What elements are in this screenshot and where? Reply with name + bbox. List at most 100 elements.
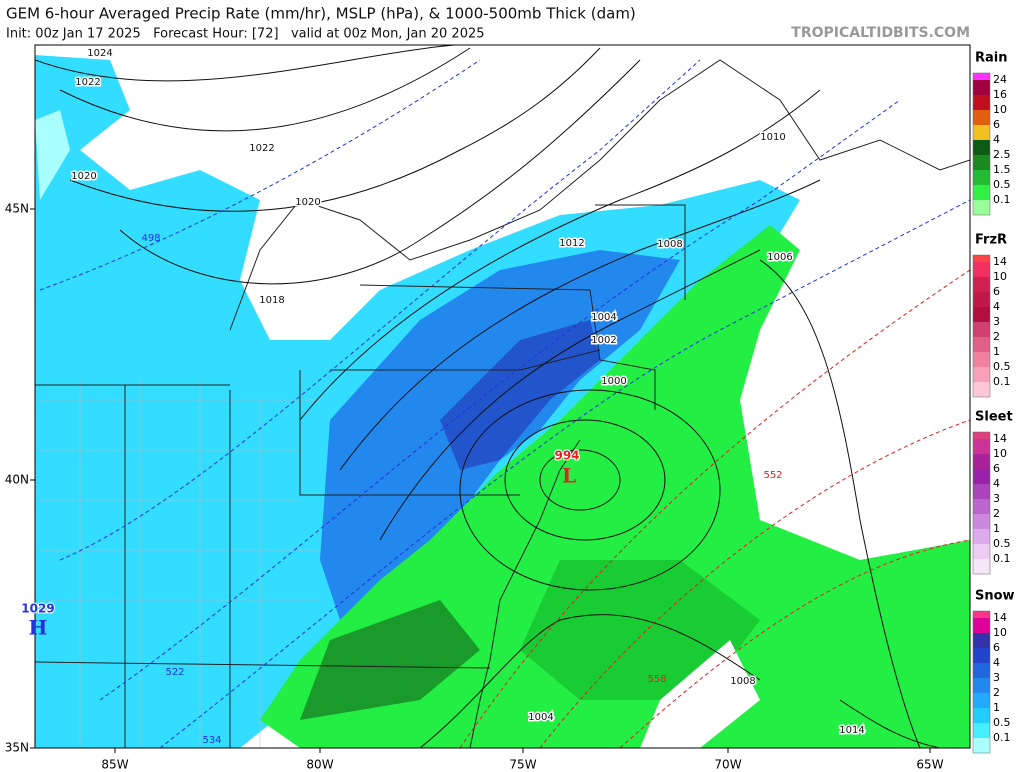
legend-swatch (973, 95, 990, 110)
isobar-label: 1012 (559, 238, 584, 249)
legend-swatch (973, 307, 990, 322)
legend-label: 6 (993, 285, 1000, 298)
legend-swatch (973, 432, 990, 439)
isobar-label: 1022 (249, 143, 274, 154)
legend-label: 0.5 (993, 360, 1011, 373)
isobar-label: 1022 (75, 77, 100, 88)
low-letter: L (562, 464, 576, 488)
isobar-label: 1002 (591, 335, 616, 346)
legend-swatch (973, 277, 990, 292)
isobar-label: 1006 (767, 252, 792, 263)
legend-label: 10 (993, 447, 1007, 460)
legend-bar-outline (972, 72, 991, 216)
legend-swatch (973, 80, 990, 95)
legend-swatch (973, 633, 990, 648)
legend-swatch (973, 663, 990, 678)
legend-swatch (973, 200, 990, 215)
legend-label: 6 (993, 118, 1000, 131)
legend-swatch (973, 454, 990, 469)
map (34, 44, 971, 749)
isobar-label: 1004 (528, 712, 553, 723)
isobar-label: 1024 (87, 48, 112, 59)
legend-swatch (973, 708, 990, 723)
legend-label: 24 (993, 73, 1007, 86)
thickness-label: 552 (763, 470, 782, 481)
legend-label: 2.5 (993, 148, 1011, 161)
legend-swatch (973, 559, 990, 574)
legend-label: 1 (993, 522, 1000, 535)
legend-title: FrzR (975, 233, 1007, 248)
lon-label: 65W (916, 758, 943, 772)
legend-swatch (973, 678, 990, 693)
isobar-label: 1014 (839, 725, 864, 736)
legend-swatch (973, 125, 990, 140)
legend-bar-outline (972, 610, 991, 754)
legend-label: 0.1 (993, 375, 1011, 388)
lat-label: 35N (5, 741, 29, 755)
legend-label: 2 (993, 330, 1000, 343)
watermark: TROPICALTIDBITS.COM (791, 25, 970, 41)
legend-swatch (973, 155, 990, 170)
legend-label: 0.1 (993, 193, 1011, 206)
legend-swatch (973, 469, 990, 484)
legend-label: 6 (993, 641, 1000, 654)
legend-swatch (973, 618, 990, 633)
isobar-label: 1018 (259, 295, 284, 306)
legend-label: 4 (993, 656, 1000, 669)
legend-swatch (973, 292, 990, 307)
lon-label: 80W (306, 758, 333, 772)
legend-swatch (973, 544, 990, 559)
legend-label: 4 (993, 477, 1000, 490)
legend-swatch (973, 648, 990, 663)
lon-label: 75W (509, 758, 536, 772)
legend-label: 0.5 (993, 178, 1011, 191)
legend-label: 4 (993, 133, 1000, 146)
legend-swatch (973, 337, 990, 352)
legend-swatch (973, 255, 990, 262)
legend-label: 14 (993, 255, 1007, 268)
isobar-label: 1020 (295, 197, 320, 208)
legend-label: 3 (993, 315, 1000, 328)
lon-label: 85W (101, 758, 128, 772)
legend-title: Rain (975, 51, 1008, 66)
legend-label: 1.5 (993, 163, 1011, 176)
legend-swatch (973, 170, 990, 185)
legend-label: 0.5 (993, 537, 1011, 550)
legend-label: 3 (993, 492, 1000, 505)
legend-swatch (973, 185, 990, 200)
legend-swatch (973, 73, 990, 80)
legend-swatch (973, 484, 990, 499)
thickness-label: 558 (647, 674, 666, 685)
isobar-label: 1008 (730, 676, 755, 687)
low-pressure: 994 (554, 449, 579, 463)
legend-bar-outline (972, 254, 991, 398)
legend-label: 2 (993, 686, 1000, 699)
lon-label: 70W (714, 758, 741, 772)
legend-label: 14 (993, 611, 1007, 624)
legend-label: 1 (993, 345, 1000, 358)
legend-title: Sleet (975, 410, 1013, 425)
legend-label: 14 (993, 432, 1007, 445)
isobar-label: 1004 (591, 312, 616, 323)
legend-swatch (973, 382, 990, 397)
subtitle: Init: 00z Jan 17 2025 Forecast Hour: [72… (6, 27, 485, 42)
thickness-label: 522 (165, 667, 184, 678)
legend-swatch (973, 110, 990, 125)
legend-label: 10 (993, 103, 1007, 116)
legend-label: 10 (993, 626, 1007, 639)
legend-label: 3 (993, 671, 1000, 684)
legend-label: 1 (993, 701, 1000, 714)
legend-swatch (973, 723, 990, 738)
legend-swatch (973, 439, 990, 454)
legend-label: 6 (993, 462, 1000, 475)
high-letter: H (29, 616, 48, 640)
legend-swatch (973, 611, 990, 618)
title: GEM 6-hour Averaged Precip Rate (mm/hr),… (6, 5, 636, 23)
legend-label: 10 (993, 270, 1007, 283)
legend-swatch (973, 262, 990, 277)
legend-label: 16 (993, 88, 1007, 101)
legend-label: 0.1 (993, 731, 1011, 744)
isobar-label: 1020 (71, 171, 96, 182)
legend-label: 0.5 (993, 716, 1011, 729)
